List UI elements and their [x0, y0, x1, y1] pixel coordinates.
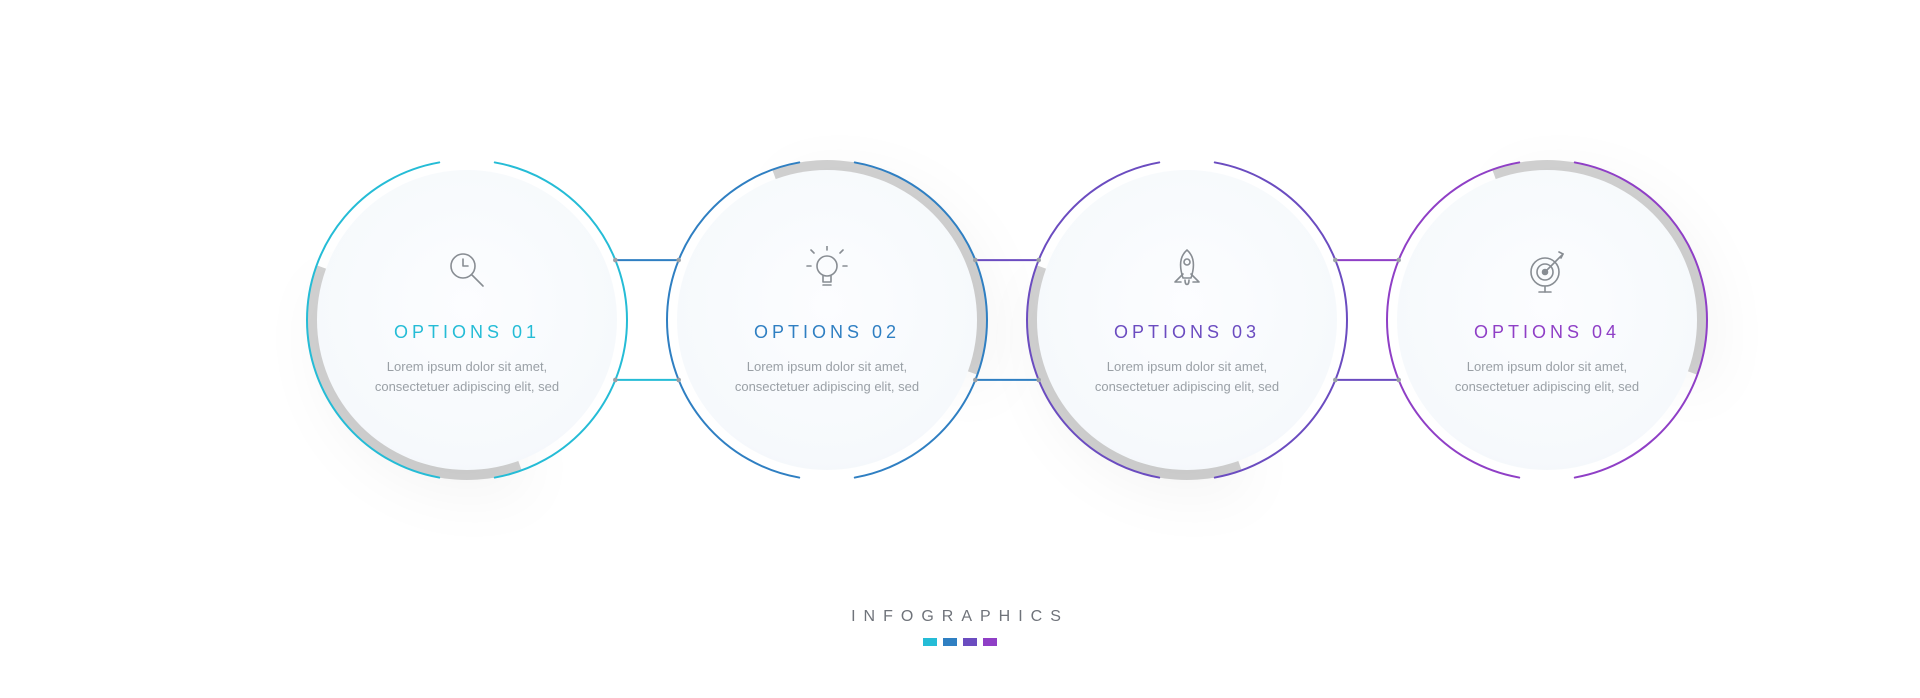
option-circle-01: OPTIONS 01 Lorem ipsum dolor sit amet, co…	[317, 170, 618, 471]
option-body: Lorem ipsum dolor sit amet, consectetuer…	[1070, 357, 1305, 397]
target-icon	[1519, 242, 1575, 298]
option-circle-03: OPTIONS 03 Lorem ipsum dolor sit amet, co…	[1037, 170, 1338, 471]
rocket-icon	[1159, 242, 1215, 298]
bulb-icon	[799, 242, 855, 298]
option-title: OPTIONS 03	[1114, 322, 1260, 343]
footer-label: INFOGRAPHICS	[851, 608, 1069, 626]
option-title: OPTIONS 02	[754, 322, 900, 343]
option-title: OPTIONS 01	[394, 322, 540, 343]
swatch-1	[923, 638, 937, 646]
infographic-stage: INFOGRAPHICS OPTIONS 01 Lorem ipsum dolor…	[0, 0, 1920, 698]
search-icon	[439, 242, 495, 298]
footer-swatches	[923, 638, 997, 646]
option-body: Lorem ipsum dolor sit amet, consectetuer…	[1430, 357, 1665, 397]
option-body: Lorem ipsum dolor sit amet, consectetuer…	[710, 357, 945, 397]
option-circle-02: OPTIONS 02 Lorem ipsum dolor sit amet, co…	[677, 170, 978, 471]
footer: INFOGRAPHICS	[0, 608, 1920, 646]
swatch-4	[983, 638, 997, 646]
option-title: OPTIONS 04	[1474, 322, 1620, 343]
swatch-2	[943, 638, 957, 646]
option-body: Lorem ipsum dolor sit amet, consectetuer…	[350, 357, 585, 397]
swatch-3	[963, 638, 977, 646]
option-circle-04: OPTIONS 04 Lorem ipsum dolor sit amet, co…	[1397, 170, 1698, 471]
